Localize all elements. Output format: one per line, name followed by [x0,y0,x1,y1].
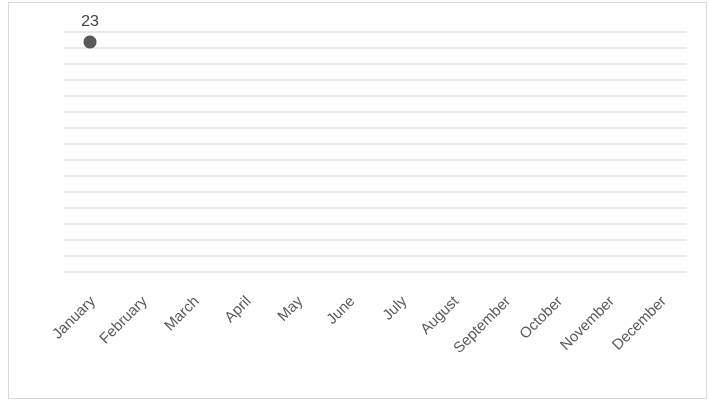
gridlines [64,31,687,273]
chart-area [8,2,707,399]
x-tick-label: June [323,293,358,328]
x-tick-label: December [609,293,670,354]
x-tick-label: March [161,293,202,334]
x-tick-label: January [49,292,99,342]
x-tick-label: July [379,292,410,323]
series-points: 23 [81,13,99,49]
x-tick-label: October [516,293,566,343]
data-point [83,35,97,49]
x-tick-label: August [417,292,463,338]
x-tick-label: September [450,293,514,357]
data-label: 23 [81,13,99,30]
x-tick-label: May [274,292,306,324]
x-tick-label: February [96,292,151,347]
x-tick-label: November [557,293,618,354]
x-tick-label: April [221,293,254,326]
